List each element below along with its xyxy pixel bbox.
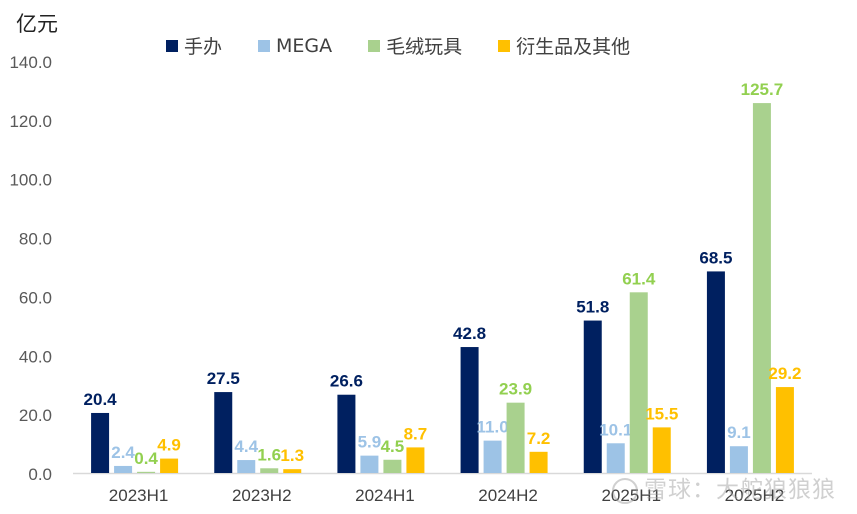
bar bbox=[529, 451, 548, 473]
data-label: 27.5 bbox=[207, 369, 240, 388]
watermark-text: 雪球：大舵狼狼狼 bbox=[644, 477, 836, 503]
bar bbox=[652, 427, 671, 473]
watermark: 雪球：大舵狼狼狼 bbox=[612, 470, 836, 504]
bar bbox=[506, 402, 525, 473]
y-axis-unit-label: 亿元 bbox=[16, 12, 58, 36]
y-tick-label: 40.0 bbox=[19, 347, 52, 366]
data-label: 29.2 bbox=[768, 364, 801, 383]
data-label: 4.5 bbox=[381, 437, 405, 456]
x-tick-label: 2024H2 bbox=[478, 486, 538, 505]
data-label: 8.7 bbox=[404, 424, 428, 443]
legend-swatch-derivatives bbox=[498, 39, 511, 52]
y-tick-label: 60.0 bbox=[19, 288, 52, 307]
y-tick-label: 120.0 bbox=[9, 112, 52, 131]
bar bbox=[706, 271, 725, 473]
data-label: 1.6 bbox=[257, 445, 281, 464]
bar bbox=[483, 440, 502, 473]
data-label: 26.6 bbox=[330, 372, 363, 391]
data-label: 68.5 bbox=[699, 248, 732, 267]
bar bbox=[91, 412, 110, 473]
data-label: 4.9 bbox=[157, 436, 181, 455]
legend-label-mega: MEGA bbox=[276, 34, 333, 57]
bar bbox=[606, 443, 625, 473]
y-tick-label: 0.0 bbox=[28, 465, 52, 484]
data-label: 51.8 bbox=[576, 298, 609, 317]
data-label: 4.4 bbox=[234, 437, 258, 456]
data-label: 20.4 bbox=[84, 390, 118, 409]
data-label: 23.9 bbox=[499, 380, 532, 399]
legend-item-plush: 毛绒玩具 bbox=[368, 32, 462, 59]
legend-item-derivatives: 衍生品及其他 bbox=[498, 32, 630, 59]
legend-label-figures: 手办 bbox=[184, 36, 223, 58]
bar bbox=[752, 103, 771, 473]
y-tick-label: 80.0 bbox=[19, 230, 52, 249]
data-label: 15.5 bbox=[645, 404, 678, 423]
bar bbox=[406, 447, 425, 473]
legend-label-derivatives: 衍生品及其他 bbox=[516, 36, 631, 58]
legend-label-plush: 毛绒玩具 bbox=[386, 36, 463, 58]
bar bbox=[583, 320, 602, 473]
data-label: 61.4 bbox=[622, 269, 656, 288]
data-label: 1.3 bbox=[280, 446, 304, 465]
x-tick-label: 2025H2 bbox=[725, 486, 785, 505]
bar bbox=[160, 458, 179, 473]
bar bbox=[360, 455, 379, 473]
legend-swatch-plush bbox=[368, 39, 381, 52]
bar bbox=[460, 347, 479, 473]
x-tick-label: 2023H2 bbox=[232, 486, 292, 505]
data-label: 9.1 bbox=[727, 423, 751, 442]
bar bbox=[237, 460, 256, 473]
data-label: 0.4 bbox=[134, 449, 158, 468]
bar bbox=[337, 394, 356, 473]
x-tick-label: 2024H1 bbox=[355, 486, 415, 505]
data-label: 2.4 bbox=[111, 443, 135, 462]
legend: 手办 MEGA 毛绒玩具 衍生品及其他 bbox=[166, 32, 666, 59]
bar bbox=[775, 387, 794, 473]
data-label: 7.2 bbox=[527, 429, 551, 448]
y-tick-label: 140.0 bbox=[9, 53, 52, 72]
legend-item-figures: 手办 bbox=[166, 32, 222, 59]
bar bbox=[383, 459, 402, 473]
watermark-logo-icon bbox=[612, 477, 638, 504]
bar bbox=[283, 469, 302, 473]
bar bbox=[629, 292, 648, 473]
bar bbox=[729, 446, 748, 473]
legend-swatch-figures bbox=[166, 39, 178, 52]
legend-item-mega: MEGA bbox=[258, 35, 332, 57]
data-label: 42.8 bbox=[453, 324, 486, 343]
data-label: 125.7 bbox=[741, 80, 784, 99]
data-label: 5.9 bbox=[358, 433, 382, 452]
bar bbox=[137, 471, 156, 473]
data-label: 11.0 bbox=[477, 418, 509, 437]
bar bbox=[114, 465, 133, 473]
x-tick-label: 2023H1 bbox=[109, 486, 169, 505]
bar bbox=[260, 468, 279, 473]
bar bbox=[214, 392, 233, 473]
y-tick-label: 100.0 bbox=[9, 171, 52, 190]
y-tick-label: 20.0 bbox=[19, 406, 52, 425]
legend-swatch-mega bbox=[258, 39, 271, 52]
data-label: 10.1 bbox=[599, 420, 632, 439]
